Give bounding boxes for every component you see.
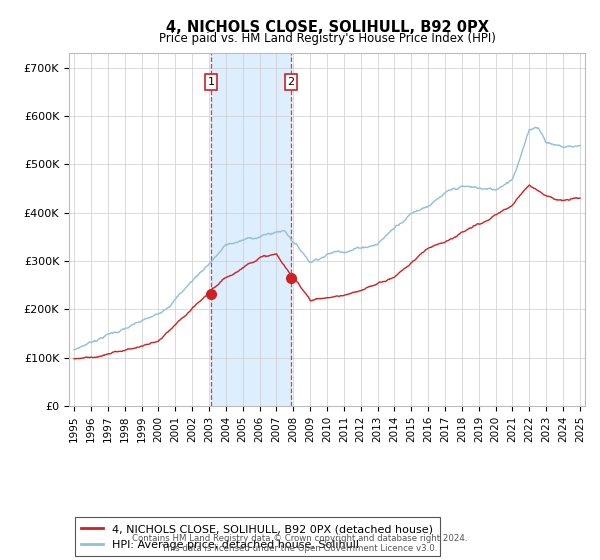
Bar bbox=[211, 53, 291, 406]
Text: 1: 1 bbox=[208, 77, 215, 87]
Text: Contains HM Land Registry data © Crown copyright and database right 2024.
This d: Contains HM Land Registry data © Crown c… bbox=[132, 534, 468, 553]
Legend: 4, NICHOLS CLOSE, SOLIHULL, B92 0PX (detached house), HPI: Average price, detach: 4, NICHOLS CLOSE, SOLIHULL, B92 0PX (det… bbox=[74, 517, 440, 556]
Text: 4, NICHOLS CLOSE, SOLIHULL, B92 0PX: 4, NICHOLS CLOSE, SOLIHULL, B92 0PX bbox=[166, 20, 488, 35]
Text: Price paid vs. HM Land Registry's House Price Index (HPI): Price paid vs. HM Land Registry's House … bbox=[158, 32, 496, 45]
Text: 2: 2 bbox=[287, 77, 295, 87]
